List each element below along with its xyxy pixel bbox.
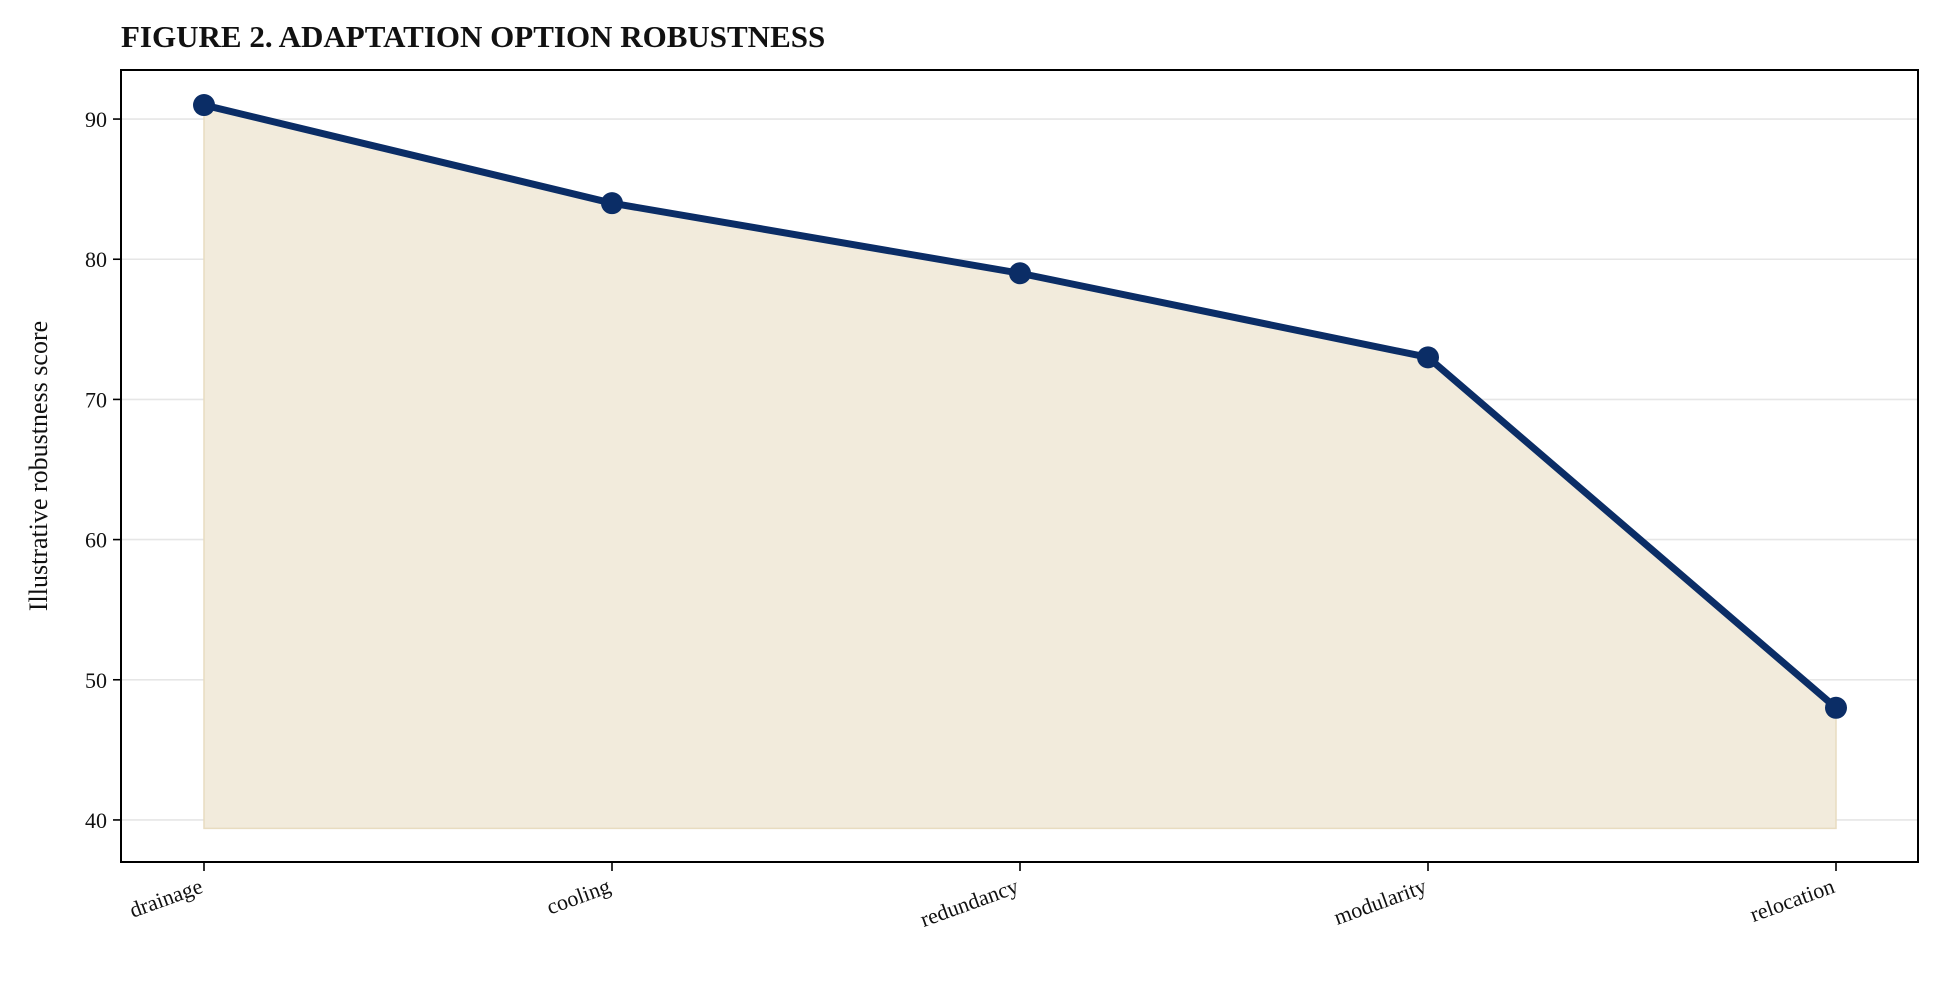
x-tick-label-modularity: modularity xyxy=(1330,873,1429,930)
data-point-modularity xyxy=(1417,346,1439,369)
data-point-redundancy xyxy=(1009,262,1031,285)
x-tick-label-redundancy: redundancy xyxy=(917,873,1022,932)
x-tick-label-relocation: relocation xyxy=(1746,873,1837,927)
x-tick-label-cooling: cooling xyxy=(543,873,614,919)
area-fill xyxy=(203,104,1837,830)
y-tick-label: 60 xyxy=(85,528,107,553)
y-tick-label: 50 xyxy=(85,668,107,693)
chart-title: FIGURE 2. ADAPTATION OPTION ROBUSTNESS xyxy=(121,19,825,54)
data-point-cooling xyxy=(601,192,623,215)
area-fill-layer xyxy=(203,104,1837,830)
data-point-relocation xyxy=(1825,696,1847,719)
data-point-drainage xyxy=(193,94,215,117)
y-tick-label: 90 xyxy=(85,107,107,132)
y-tick-label: 70 xyxy=(85,387,107,412)
x-tick-label-drainage: drainage xyxy=(126,873,206,922)
y-tick-label: 40 xyxy=(85,808,107,833)
data-points xyxy=(193,94,1847,719)
x-axis: drainage cooling redundancy modularity reloc… xyxy=(126,862,1838,932)
y-tick-label: 80 xyxy=(85,247,107,272)
y-axis: 40 50 60 70 80 90 xyxy=(85,107,121,833)
y-axis-label: Illustrative robustness score xyxy=(24,321,53,611)
